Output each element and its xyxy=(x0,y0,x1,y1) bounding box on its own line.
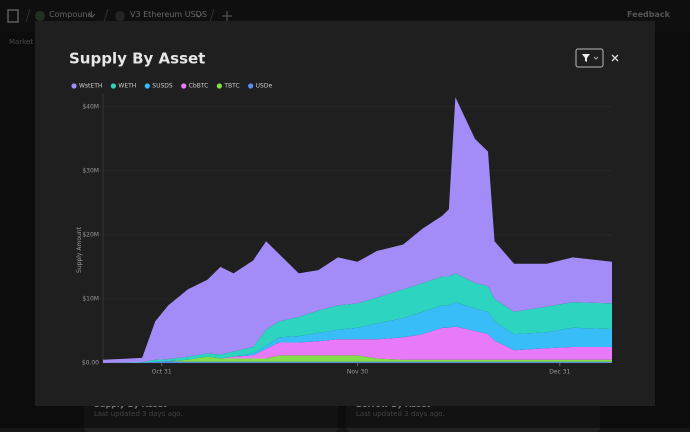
y-tick-label: $0.00 xyxy=(82,360,99,367)
legend-swatch xyxy=(144,83,150,89)
card-updated: Last updated 3 days ago. xyxy=(94,410,183,418)
legend-label: WETH xyxy=(118,83,136,90)
legend-swatch xyxy=(216,83,222,89)
nav-icons xyxy=(7,8,232,23)
legend-swatch xyxy=(71,83,77,89)
legend-label: USDe xyxy=(256,83,273,90)
x-tick-label: Dec 31 xyxy=(549,369,570,376)
legend-label: TBTC xyxy=(223,83,239,90)
legend-label: SUSDS xyxy=(152,83,173,90)
area xyxy=(103,326,612,363)
y-tick-label: $20M xyxy=(82,231,99,238)
x-tick-label: Nov 30 xyxy=(347,369,368,376)
y-tick-label: $40M xyxy=(82,103,99,110)
y-tick-label: $30M xyxy=(82,167,99,174)
project-name[interactable]: Compound xyxy=(49,10,93,19)
feedback[interactable]: Feedback xyxy=(627,10,670,19)
area xyxy=(103,97,612,363)
y-axis-label: Supply Amount xyxy=(76,226,83,273)
legend-label: WstETH xyxy=(79,83,102,90)
legend-label: CbBTC xyxy=(189,83,209,90)
area xyxy=(103,302,612,363)
area xyxy=(103,361,612,363)
card-updated: Last updated 3 days ago. xyxy=(356,410,445,418)
chart: Supply By Asset Supply Amount $0.00 $10M $… xyxy=(69,48,619,376)
legend-swatch xyxy=(248,83,254,89)
market-name[interactable]: V3 Ethereum USDS xyxy=(130,10,207,19)
close-button[interactable] xyxy=(611,54,619,62)
filter-caret xyxy=(593,56,599,60)
y-tick-label: $10M xyxy=(82,295,99,302)
filter-icon xyxy=(582,54,590,62)
filter-button[interactable] xyxy=(575,48,604,68)
chart-title: Supply By Asset xyxy=(69,50,205,68)
x-tick-label: Oct 31 xyxy=(152,369,172,376)
area xyxy=(103,355,612,363)
legend-swatch xyxy=(181,83,187,89)
subnav[interactable]: Market xyxy=(9,38,34,46)
area xyxy=(103,273,612,363)
modal: Supply By Asset Supply Amount $0.00 $10M $… xyxy=(35,21,655,406)
legend-swatch xyxy=(110,83,116,89)
